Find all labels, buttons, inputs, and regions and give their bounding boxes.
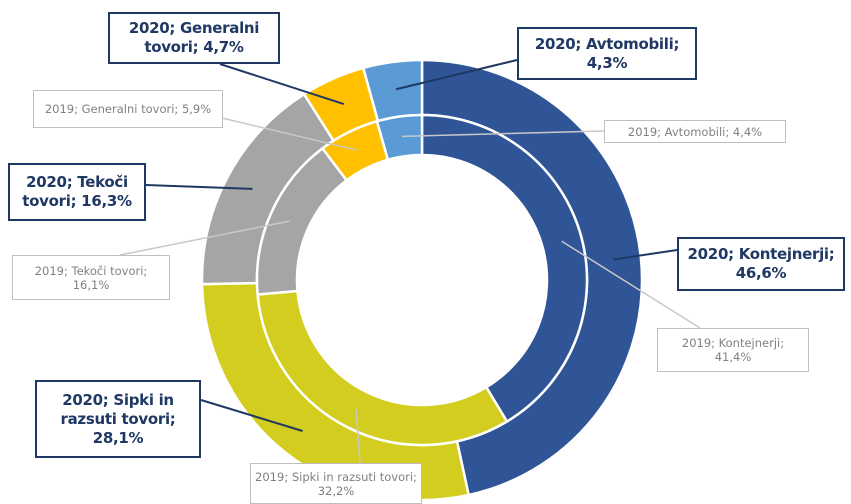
data-label: 2019; Avtomobili; 4,4% <box>604 120 786 143</box>
data-label: 2020; Avtomobili; 4,3% <box>517 27 697 80</box>
data-label: 2020; Sipki in razsuti tovori; 28,1% <box>35 380 201 458</box>
data-label: 2020; Kontejnerji; 46,6% <box>677 237 845 291</box>
leader-line <box>613 249 678 261</box>
slice <box>375 113 424 162</box>
data-label: 2019; Tekoči tovori; 16,1% <box>12 255 170 300</box>
data-label: 2019; Kontejnerji; 41,4% <box>657 328 809 372</box>
data-label: 2020; Generalni tovori; 4,7% <box>108 12 280 64</box>
data-label: 2019; Generalni tovori; 5,9% <box>33 90 223 128</box>
leader-line <box>200 399 303 432</box>
leader-line <box>221 117 358 151</box>
leader-line <box>395 59 518 91</box>
leader-line <box>355 409 361 464</box>
data-label: 2020; Tekoči tovori; 16,3% <box>8 163 146 221</box>
leader-line <box>145 184 253 190</box>
leader-line <box>561 240 701 329</box>
leader-line <box>119 220 290 256</box>
leader-line <box>219 63 345 106</box>
data-label: 2019; Sipki in razsuti tovori; 32,2% <box>250 463 422 504</box>
leader-line <box>402 130 605 138</box>
slice <box>420 113 589 424</box>
